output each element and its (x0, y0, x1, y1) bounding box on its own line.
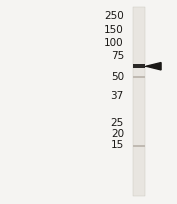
Text: 50: 50 (111, 72, 124, 82)
Text: 25: 25 (111, 118, 124, 127)
Text: 15: 15 (111, 140, 124, 149)
Text: 75: 75 (111, 51, 124, 60)
Text: 37: 37 (111, 91, 124, 101)
Polygon shape (146, 63, 161, 71)
Bar (133, 145, 145, 147)
Bar (133, 77, 145, 79)
Text: 250: 250 (104, 11, 124, 21)
Bar (133, 65, 145, 69)
Text: 150: 150 (104, 25, 124, 35)
Text: 20: 20 (111, 129, 124, 139)
Bar (133, 8, 145, 196)
Text: 100: 100 (104, 38, 124, 48)
